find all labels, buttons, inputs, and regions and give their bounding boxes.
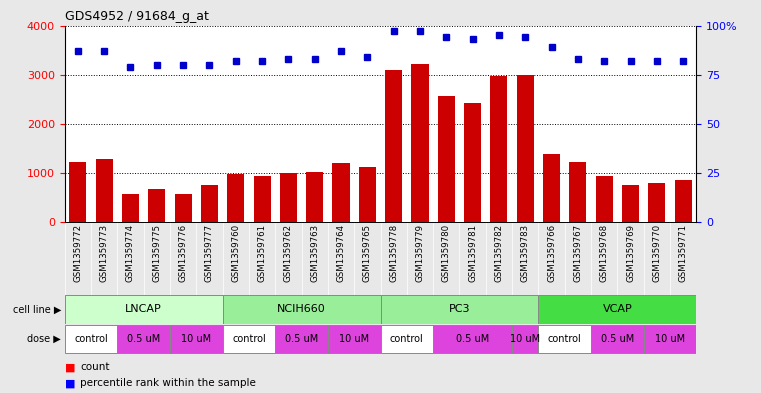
Bar xyxy=(148,189,165,222)
Text: GSM1359763: GSM1359763 xyxy=(310,224,319,282)
Text: control: control xyxy=(548,334,581,344)
Text: GSM1359781: GSM1359781 xyxy=(468,224,477,282)
Text: control: control xyxy=(74,334,108,344)
Bar xyxy=(596,176,613,222)
Bar xyxy=(96,159,113,222)
Text: 10 uM: 10 uM xyxy=(510,334,540,344)
Bar xyxy=(569,162,587,222)
Bar xyxy=(674,180,692,222)
Bar xyxy=(517,75,533,222)
Bar xyxy=(464,103,481,222)
Text: 10 uM: 10 uM xyxy=(339,334,369,344)
Text: GSM1359778: GSM1359778 xyxy=(389,224,398,282)
Text: GSM1359775: GSM1359775 xyxy=(152,224,161,282)
Text: GSM1359782: GSM1359782 xyxy=(495,224,504,282)
Bar xyxy=(622,185,639,222)
Bar xyxy=(490,75,508,222)
Text: GSM1359760: GSM1359760 xyxy=(231,224,240,282)
Bar xyxy=(512,325,539,353)
Text: VCAP: VCAP xyxy=(603,305,632,314)
Text: ■: ■ xyxy=(65,378,75,388)
Bar xyxy=(333,163,349,222)
Bar xyxy=(117,325,170,353)
Text: cell line ▶: cell line ▶ xyxy=(12,305,61,314)
Bar xyxy=(328,325,380,353)
Bar xyxy=(380,325,433,353)
Bar xyxy=(201,185,218,222)
Text: GSM1359772: GSM1359772 xyxy=(73,224,82,282)
Text: GSM1359770: GSM1359770 xyxy=(652,224,661,282)
Bar xyxy=(644,325,696,353)
Text: PC3: PC3 xyxy=(449,305,470,314)
Text: 0.5 uM: 0.5 uM xyxy=(127,334,161,344)
Bar xyxy=(591,325,644,353)
Text: GSM1359779: GSM1359779 xyxy=(416,224,425,282)
Text: GSM1359764: GSM1359764 xyxy=(336,224,345,282)
Bar xyxy=(358,167,376,222)
Bar xyxy=(228,174,244,222)
Text: GSM1359774: GSM1359774 xyxy=(126,224,135,282)
Text: GSM1359771: GSM1359771 xyxy=(679,224,688,282)
Text: GSM1359777: GSM1359777 xyxy=(205,224,214,282)
Bar xyxy=(438,96,455,222)
Text: GSM1359783: GSM1359783 xyxy=(521,224,530,282)
Text: GSM1359766: GSM1359766 xyxy=(547,224,556,282)
Text: 10 uM: 10 uM xyxy=(181,334,212,344)
Text: GDS4952 / 91684_g_at: GDS4952 / 91684_g_at xyxy=(65,10,209,23)
Text: 10 uM: 10 uM xyxy=(655,334,685,344)
Text: GSM1359776: GSM1359776 xyxy=(179,224,188,282)
Text: control: control xyxy=(232,334,266,344)
Text: GSM1359761: GSM1359761 xyxy=(257,224,266,282)
Bar xyxy=(539,325,591,353)
Bar xyxy=(174,193,192,222)
Bar xyxy=(170,325,223,353)
Text: LNCAP: LNCAP xyxy=(126,305,162,314)
Bar xyxy=(380,296,539,324)
Bar xyxy=(543,154,560,222)
Bar xyxy=(69,162,87,222)
Bar xyxy=(65,325,117,353)
Bar xyxy=(385,70,403,222)
Text: GSM1359768: GSM1359768 xyxy=(600,224,609,282)
Text: GSM1359769: GSM1359769 xyxy=(626,224,635,282)
Bar xyxy=(65,296,223,324)
Text: GSM1359762: GSM1359762 xyxy=(284,224,293,282)
Bar xyxy=(412,64,428,222)
Bar xyxy=(433,325,512,353)
Text: GSM1359773: GSM1359773 xyxy=(100,224,109,282)
Bar xyxy=(122,193,139,222)
Text: ■: ■ xyxy=(65,362,75,373)
Bar xyxy=(223,325,275,353)
Text: percentile rank within the sample: percentile rank within the sample xyxy=(80,378,256,388)
Bar xyxy=(253,176,271,222)
Text: count: count xyxy=(80,362,110,373)
Text: dose ▶: dose ▶ xyxy=(27,334,61,344)
Text: GSM1359765: GSM1359765 xyxy=(363,224,372,282)
Text: GSM1359767: GSM1359767 xyxy=(573,224,582,282)
Text: 0.5 uM: 0.5 uM xyxy=(285,334,318,344)
Bar xyxy=(280,173,297,222)
Text: 0.5 uM: 0.5 uM xyxy=(456,334,489,344)
Text: control: control xyxy=(390,334,424,344)
Text: GSM1359780: GSM1359780 xyxy=(442,224,451,282)
Bar xyxy=(539,296,696,324)
Bar xyxy=(648,183,665,222)
Bar xyxy=(306,172,323,222)
Bar xyxy=(223,296,380,324)
Bar xyxy=(275,325,328,353)
Text: 0.5 uM: 0.5 uM xyxy=(600,334,634,344)
Text: NCIH660: NCIH660 xyxy=(277,305,326,314)
